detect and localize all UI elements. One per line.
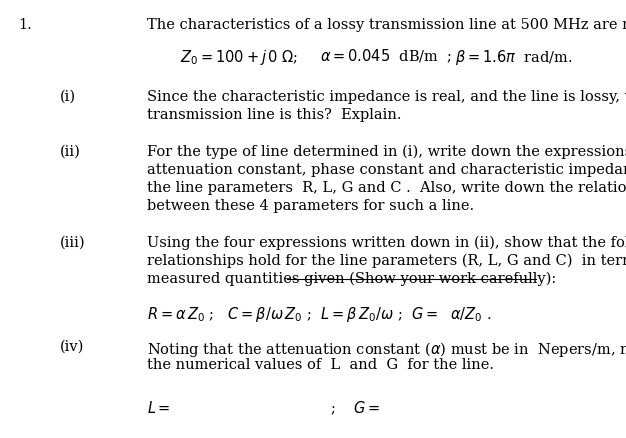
Text: (ii): (ii) [60,145,81,159]
Text: $\alpha = 0.045$  dB/m  ;: $\alpha = 0.045$ dB/m ; [320,48,453,65]
Text: (i): (i) [60,90,76,104]
Text: the numerical values of  L  and  G  for the line.: the numerical values of L and G for the … [147,357,494,371]
Text: Noting that the attenuation constant ($\alpha$) must be in  Nepers/m, now calcul: Noting that the attenuation constant ($\… [147,339,626,358]
Text: $\beta = 1.6\pi$  rad/m.: $\beta = 1.6\pi$ rad/m. [455,48,573,67]
Text: Since the characteristic impedance is real, and the line is lossy, what type of: Since the characteristic impedance is re… [147,90,626,104]
Text: attenuation constant, phase constant and characteristic impedance in terms of: attenuation constant, phase constant and… [147,162,626,177]
Text: relationships hold for the line parameters (R, L, G and C)  in terms of the: relationships hold for the line paramete… [147,254,626,268]
Text: The characteristics of a lossy transmission line at 500 MHz are measured as:: The characteristics of a lossy transmiss… [147,18,626,32]
Text: (iii): (iii) [60,236,86,249]
Text: $L =$: $L =$ [147,399,171,415]
Text: the line parameters  R, L, G and C .  Also, write down the relationship: the line parameters R, L, G and C . Also… [147,180,626,194]
Text: Using the four expressions written down in (ii), show that the following: Using the four expressions written down … [147,236,626,250]
Text: For the type of line determined in (i), write down the expressions for the line: For the type of line determined in (i), … [147,145,626,159]
Text: measured quantities given (Show your work carefully):: measured quantities given (Show your wor… [147,272,557,286]
Text: between these 4 parameters for such a line.: between these 4 parameters for such a li… [147,198,474,212]
Text: (iv): (iv) [60,339,85,353]
Text: $Z_0 = 100 + j\,0\ \Omega$;: $Z_0 = 100 + j\,0\ \Omega$; [180,48,298,67]
Text: $R = \alpha\, Z_0$ ;   $C = \beta/\omega\, Z_0$ ;  $L = \beta\, Z_0/\omega$ ;  $: $R = \alpha\, Z_0$ ; $C = \beta/\omega\,… [147,304,491,323]
Text: ;    $G =$: ; $G =$ [330,399,381,417]
Text: transmission line is this?  Explain.: transmission line is this? Explain. [147,108,401,122]
Text: 1.: 1. [18,18,32,32]
